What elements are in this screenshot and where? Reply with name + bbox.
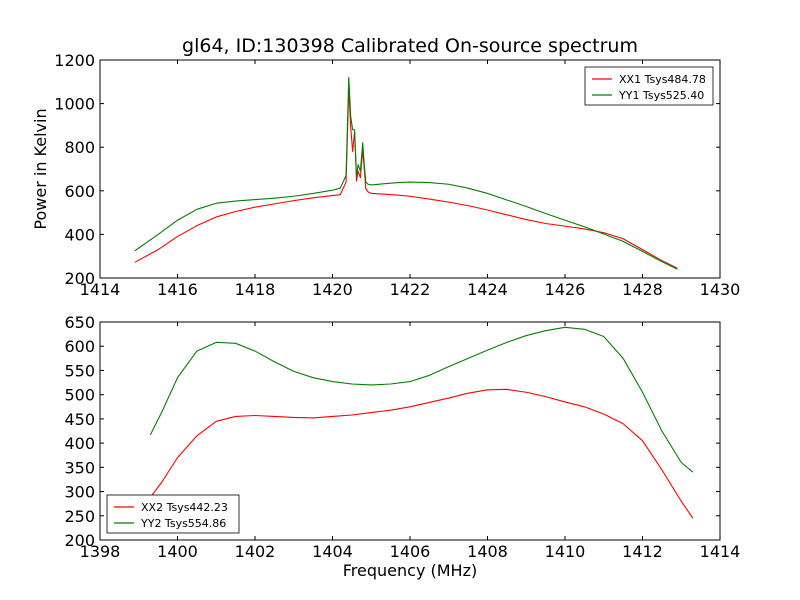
y-tick-label: 650: [64, 313, 95, 332]
x-tick-label: 1428: [622, 280, 663, 299]
y-tick-label: 500: [64, 386, 95, 405]
y-tick-label: 200: [64, 269, 95, 288]
x-tick-label: 1430: [700, 280, 741, 299]
x-tick-label: 1414: [700, 542, 741, 561]
x-tick-label: 1412: [622, 542, 663, 561]
y-tick-label: 450: [64, 410, 95, 429]
y-tick-label: 200: [64, 531, 95, 550]
x-tick-label: 1416: [157, 280, 198, 299]
series-line-1: [134, 87, 678, 269]
legend-label: YY2 Tsys554.86: [140, 517, 226, 530]
y-tick-label: 600: [64, 182, 95, 201]
x-tick-label: 1400: [157, 542, 198, 561]
x-tick-label: 1410: [545, 542, 586, 561]
x-axis-label: Frequency (MHz): [343, 561, 477, 580]
series-line-2: [149, 326, 694, 473]
x-tick-label: 1424: [467, 280, 508, 299]
x-tick-label: 1422: [390, 280, 431, 299]
series-line-1: [149, 388, 694, 519]
y-tick-label: 300: [64, 483, 95, 502]
legend-box: [584, 66, 714, 106]
y-tick-label: 400: [64, 225, 95, 244]
plot-panel-1: 1414 1416 1418 1420 1422 1424 1426 1428 1430 200 4…: [31, 35, 740, 299]
x-tick-label: 1418: [235, 280, 276, 299]
x-tick-label: 1406: [390, 542, 431, 561]
x-tick-label: 1404: [312, 542, 353, 561]
legend-label: XX2 Tsys442.23: [141, 501, 228, 514]
legend-label: XX1 Tsys484.78: [619, 73, 706, 86]
y-tick-label: 600: [64, 337, 95, 356]
y-tick-label: 550: [64, 361, 95, 380]
y-tick-label: 250: [64, 507, 95, 526]
legend: XX1 Tsys484.78 YY1 Tsys525.40: [584, 66, 714, 106]
x-tick-label: 1408: [467, 542, 508, 561]
x-tick-label: 1426: [545, 280, 586, 299]
y-tick-label: 1200: [54, 51, 95, 70]
x-tick-label: 1420: [312, 280, 353, 299]
plot-panel-2: 1398 1400 1402 1404 1406 1408 1410 1412 1414 200 2…: [64, 313, 740, 580]
legend: XX2 Tsys442.23 YY2 Tsys554.86: [106, 494, 240, 534]
legend-box: [106, 494, 240, 534]
y-tick-label: 350: [64, 458, 95, 477]
y-tick-label: 1000: [54, 95, 95, 114]
y-tick-label: 800: [64, 138, 95, 157]
x-tick-label: 1398: [80, 542, 121, 561]
x-tick-label: 1402: [235, 542, 276, 561]
series-line-2: [134, 76, 678, 270]
chart-title: gl64, ID:130398 Calibrated On-source spe…: [182, 35, 638, 57]
y-axis-label: Power in Kelvin: [31, 108, 50, 229]
y-tick-label: 400: [64, 434, 95, 453]
x-tick-label: 1414: [80, 280, 121, 299]
legend-label: YY1 Tsys525.40: [618, 89, 704, 102]
